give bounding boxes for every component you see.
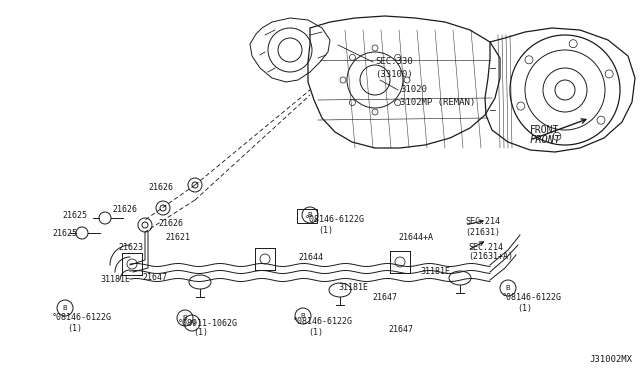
Text: N: N	[189, 320, 195, 326]
Text: 21625: 21625	[62, 211, 87, 219]
Text: (33100): (33100)	[375, 70, 413, 78]
Text: FRONT: FRONT	[530, 135, 561, 145]
Text: B: B	[308, 212, 312, 218]
Text: (1): (1)	[517, 304, 532, 312]
Text: 21626: 21626	[112, 205, 137, 215]
Text: (1): (1)	[67, 324, 82, 333]
Text: (1): (1)	[193, 328, 208, 337]
Text: B: B	[301, 313, 305, 319]
Text: 21621: 21621	[165, 234, 190, 243]
Text: B: B	[182, 315, 188, 321]
Text: °08146-6122G: °08146-6122G	[305, 215, 365, 224]
Text: 21647: 21647	[388, 326, 413, 334]
Text: 31181E: 31181E	[338, 283, 368, 292]
Text: 21623: 21623	[118, 244, 143, 253]
Text: 21626: 21626	[158, 218, 183, 228]
Text: 31181E: 31181E	[420, 267, 450, 276]
Text: B: B	[63, 305, 67, 311]
Text: 21647: 21647	[372, 292, 397, 301]
Text: B: B	[506, 285, 510, 291]
Text: 21644: 21644	[298, 253, 323, 263]
Text: 21626: 21626	[148, 183, 173, 192]
Text: °08146-6122G: °08146-6122G	[293, 317, 353, 327]
Text: 21644+A: 21644+A	[398, 232, 433, 241]
Text: 21625: 21625	[52, 228, 77, 237]
Text: SEC.214: SEC.214	[468, 243, 503, 251]
Text: °08146-6122G: °08146-6122G	[52, 314, 112, 323]
Text: SEC.330: SEC.330	[375, 58, 413, 67]
Text: J31002MX: J31002MX	[589, 355, 632, 364]
Text: FRONT: FRONT	[530, 125, 559, 135]
Text: 3102MP (REMAN): 3102MP (REMAN)	[400, 97, 476, 106]
Text: 31020: 31020	[400, 86, 427, 94]
Text: SEC.214: SEC.214	[465, 218, 500, 227]
Text: °08146-6122G: °08146-6122G	[502, 294, 562, 302]
Text: 21647: 21647	[142, 273, 167, 282]
Text: (1): (1)	[308, 327, 323, 337]
Text: (21631): (21631)	[465, 228, 500, 237]
Text: (21631+A): (21631+A)	[468, 253, 513, 262]
Text: (1): (1)	[318, 225, 333, 234]
Text: °08911-1062G: °08911-1062G	[178, 318, 238, 327]
Text: 31181E: 31181E	[100, 276, 130, 285]
